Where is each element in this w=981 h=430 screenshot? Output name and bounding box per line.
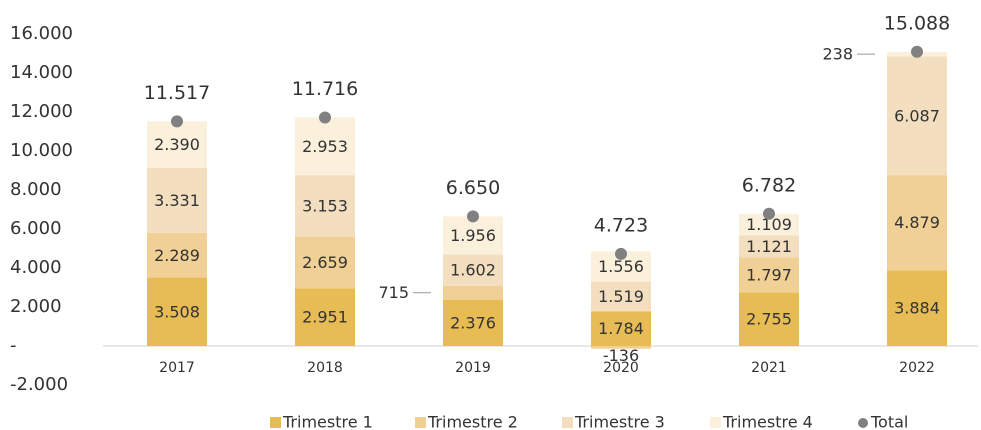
value-label: 2.376 bbox=[450, 313, 496, 332]
total-label: 15.088 bbox=[884, 12, 950, 34]
value-label: 2.951 bbox=[302, 308, 348, 327]
legend-label: Trimestre 2 bbox=[427, 413, 518, 430]
value-label: 3.331 bbox=[154, 191, 200, 210]
value-label: 6.087 bbox=[894, 106, 940, 125]
value-label: 1.109 bbox=[746, 215, 792, 234]
total-label: 11.517 bbox=[144, 82, 210, 104]
bar-segment bbox=[295, 175, 355, 237]
value-label: 2.755 bbox=[746, 310, 792, 329]
y-tick-label: 14.000 bbox=[10, 62, 73, 83]
value-label: 3.508 bbox=[154, 302, 200, 321]
total-marker bbox=[911, 45, 923, 58]
bar-segment bbox=[443, 216, 503, 255]
legend-label: Trimestre 4 bbox=[722, 413, 813, 430]
x-tick-label: 2017 bbox=[159, 360, 195, 376]
value-label: 2.289 bbox=[154, 246, 200, 265]
value-label: 715 bbox=[378, 283, 409, 302]
x-tick-label: 2020 bbox=[603, 360, 639, 376]
x-tick-label: 2022 bbox=[899, 360, 935, 376]
total-marker bbox=[615, 247, 627, 260]
y-tick-label: 2.000 bbox=[10, 296, 62, 317]
bar-segment bbox=[443, 299, 503, 346]
total-marker bbox=[763, 207, 775, 220]
value-label: 2.659 bbox=[302, 253, 348, 272]
bar-segment bbox=[739, 257, 799, 293]
x-tick-label: 2019 bbox=[455, 360, 491, 376]
value-label: 238 bbox=[822, 45, 853, 64]
value-label: -136 bbox=[603, 346, 639, 365]
legend-label: Trimestre 3 bbox=[574, 413, 665, 430]
y-tick-label: 12.000 bbox=[10, 101, 73, 122]
bar-segment bbox=[147, 232, 207, 278]
legend-label: Total bbox=[870, 413, 908, 430]
bar-segment bbox=[739, 213, 799, 236]
value-label: 1.121 bbox=[746, 237, 792, 256]
value-label: 1.602 bbox=[450, 261, 496, 280]
bar-segment bbox=[887, 270, 947, 346]
x-tick-label: 2018 bbox=[307, 360, 343, 376]
value-label: 1.797 bbox=[746, 265, 792, 284]
total-label: 6.782 bbox=[742, 174, 796, 196]
bar-segment bbox=[295, 288, 355, 346]
legend-swatch bbox=[710, 417, 721, 428]
value-label: 1.956 bbox=[450, 226, 496, 245]
total-marker bbox=[467, 210, 479, 223]
y-tick-label: -2.000 bbox=[10, 374, 68, 395]
legend-label: Trimestre 1 bbox=[282, 413, 373, 430]
bar-segment bbox=[147, 277, 207, 346]
y-tick-label: 16.000 bbox=[10, 23, 73, 44]
value-label: 1.784 bbox=[598, 319, 644, 338]
x-tick-label: 2021 bbox=[751, 360, 787, 376]
bar-segment bbox=[591, 346, 651, 349]
bar-segment bbox=[591, 281, 651, 312]
bar-segment bbox=[147, 168, 207, 233]
bar-segment bbox=[147, 121, 207, 169]
legend-swatch bbox=[415, 417, 426, 428]
value-label: 3.153 bbox=[302, 196, 348, 215]
value-label: 4.879 bbox=[894, 213, 940, 232]
bar-segment bbox=[443, 254, 503, 286]
y-tick-label: 4.000 bbox=[10, 257, 62, 278]
bar-segment bbox=[739, 292, 799, 346]
bar-segment bbox=[295, 236, 355, 289]
legend-swatch bbox=[562, 417, 573, 428]
value-label: 1.556 bbox=[598, 257, 644, 276]
bar-segment bbox=[591, 311, 651, 346]
total-label: 4.723 bbox=[594, 214, 648, 236]
bar-segment bbox=[887, 56, 947, 176]
total-label: 11.716 bbox=[292, 78, 358, 100]
bar-segment bbox=[443, 285, 503, 300]
bar-segment bbox=[887, 175, 947, 271]
y-tick-label: - bbox=[10, 335, 17, 356]
value-label: 2.953 bbox=[302, 137, 348, 156]
y-tick-label: 8.000 bbox=[10, 179, 62, 200]
y-tick-label: 6.000 bbox=[10, 218, 62, 239]
value-label: 3.884 bbox=[894, 299, 940, 318]
y-tick-label: 10.000 bbox=[10, 140, 73, 161]
value-label: 1.519 bbox=[598, 287, 644, 306]
bar-segment bbox=[739, 235, 799, 258]
total-marker bbox=[319, 111, 331, 124]
legend-swatch bbox=[270, 417, 281, 428]
total-label: 6.650 bbox=[446, 177, 500, 199]
legend-swatch bbox=[858, 418, 868, 428]
value-label: 2.390 bbox=[154, 135, 200, 154]
bar-segment bbox=[295, 117, 355, 176]
total-marker bbox=[171, 115, 183, 128]
